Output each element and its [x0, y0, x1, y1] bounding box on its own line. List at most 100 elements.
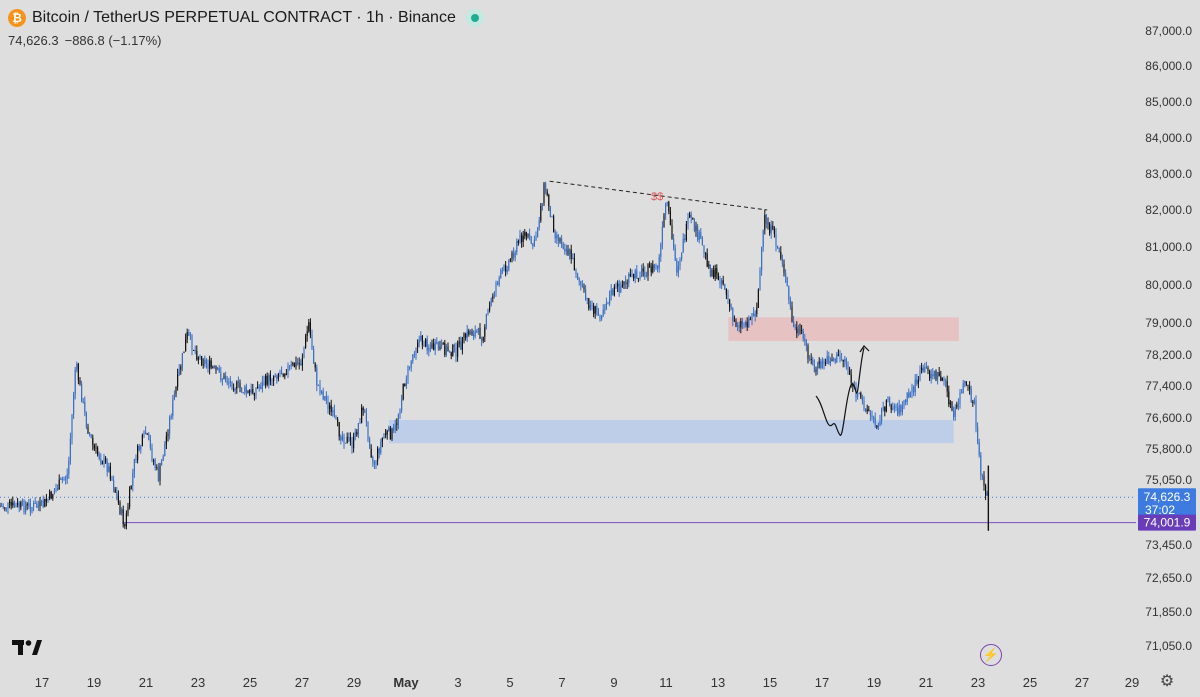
candle-body — [913, 387, 915, 393]
candle-body — [117, 495, 119, 503]
candle-body — [789, 299, 791, 307]
candle-body — [762, 229, 764, 247]
candle-body — [922, 367, 924, 372]
candle-body — [153, 460, 155, 462]
candle-body — [668, 201, 670, 212]
candle-body — [129, 489, 131, 507]
candle-body — [276, 376, 278, 379]
candle-body — [209, 360, 211, 369]
candle-body — [628, 274, 630, 284]
candle-body — [553, 216, 555, 233]
candle-body — [849, 370, 851, 375]
candle-body — [417, 342, 419, 348]
candle-body — [765, 214, 767, 224]
candle-body — [71, 414, 73, 439]
candle-body — [676, 260, 678, 273]
symbol-title[interactable]: Bitcoin / TetherUS PERPETUAL CONTRACT · … — [32, 9, 456, 26]
candle-body — [772, 225, 774, 230]
candle-body — [85, 412, 87, 428]
status-dot-icon[interactable] — [465, 9, 484, 27]
candle-body — [201, 355, 203, 365]
candle-body — [727, 294, 729, 300]
candle-body — [245, 386, 247, 393]
tradingview-logo-icon[interactable] — [11, 636, 43, 658]
last-price-value: 74,626.3 — [8, 33, 59, 48]
candle-body — [68, 460, 70, 475]
candle-body — [426, 339, 428, 351]
candle-body — [164, 444, 166, 457]
candle-body — [329, 405, 331, 409]
candle-body — [477, 327, 479, 333]
candle-body — [10, 501, 12, 506]
candle-body — [274, 376, 276, 378]
candle-body — [378, 448, 380, 453]
candle-body — [887, 397, 889, 401]
candle-body — [492, 296, 494, 299]
candle-body — [154, 460, 156, 468]
candle-body — [49, 491, 51, 499]
candle-body — [353, 437, 355, 449]
x-tick-label: 19 — [87, 675, 101, 690]
candle-body — [836, 354, 838, 363]
y-axis: 87,000.0 86,000.0 85,000.0 84,000.0 83,000.0… — [1145, 24, 1192, 653]
candle-body — [866, 409, 868, 412]
candle-body — [273, 376, 275, 382]
candle-body — [487, 310, 489, 314]
candle-body — [725, 288, 727, 295]
x-tick-label: 19 — [867, 675, 881, 690]
candle-body — [757, 289, 759, 308]
candle-body — [629, 274, 631, 277]
candle-body — [481, 338, 483, 341]
candle-body — [767, 223, 769, 225]
candle-body — [293, 363, 295, 368]
candle-body — [810, 359, 812, 361]
candle-body — [225, 375, 227, 382]
candle-body — [735, 321, 737, 327]
candle-body — [809, 358, 811, 360]
candle-body — [954, 407, 956, 417]
candle-body — [895, 406, 897, 409]
candle-body — [812, 359, 814, 366]
candle-body — [484, 327, 486, 337]
candle-body — [124, 524, 126, 526]
candle-body — [730, 307, 732, 309]
candle-body — [393, 428, 395, 430]
candle-body — [234, 388, 236, 391]
candle-body — [305, 335, 307, 348]
x-tick-label: 5 — [506, 675, 513, 690]
candle-body — [837, 354, 839, 356]
candle-body — [428, 347, 430, 351]
y-tick-label: 76,600.0 — [1145, 411, 1192, 425]
candle-body — [173, 394, 175, 400]
candle-body — [729, 299, 731, 308]
candle-body — [639, 275, 641, 279]
lightning-icon[interactable]: ⚡ — [980, 644, 1002, 666]
candle-body — [709, 264, 711, 276]
candle-body — [868, 409, 870, 411]
candle-body — [615, 286, 617, 288]
candle-body — [517, 240, 519, 243]
candle-body — [444, 343, 446, 355]
candle-body — [645, 275, 647, 277]
candle-body — [21, 500, 23, 503]
candle-body — [338, 422, 340, 437]
candle-body — [956, 404, 958, 408]
candle-body — [4, 507, 6, 509]
candle-body — [383, 433, 385, 439]
candle-body — [498, 277, 500, 285]
candle-body — [365, 412, 367, 422]
candle-body — [271, 381, 273, 383]
candle-body — [567, 249, 569, 255]
settings-gear-icon[interactable]: ⚙ — [1159, 673, 1175, 690]
candle-body — [903, 400, 905, 406]
candle-body — [236, 381, 238, 389]
candle-body — [433, 343, 435, 350]
candle-body — [284, 373, 286, 377]
y-tick-label: 86,000.0 — [1145, 59, 1192, 73]
candle-body — [205, 359, 207, 364]
candle-body — [682, 238, 684, 253]
candle-body — [172, 399, 174, 416]
candle-body — [961, 392, 963, 394]
